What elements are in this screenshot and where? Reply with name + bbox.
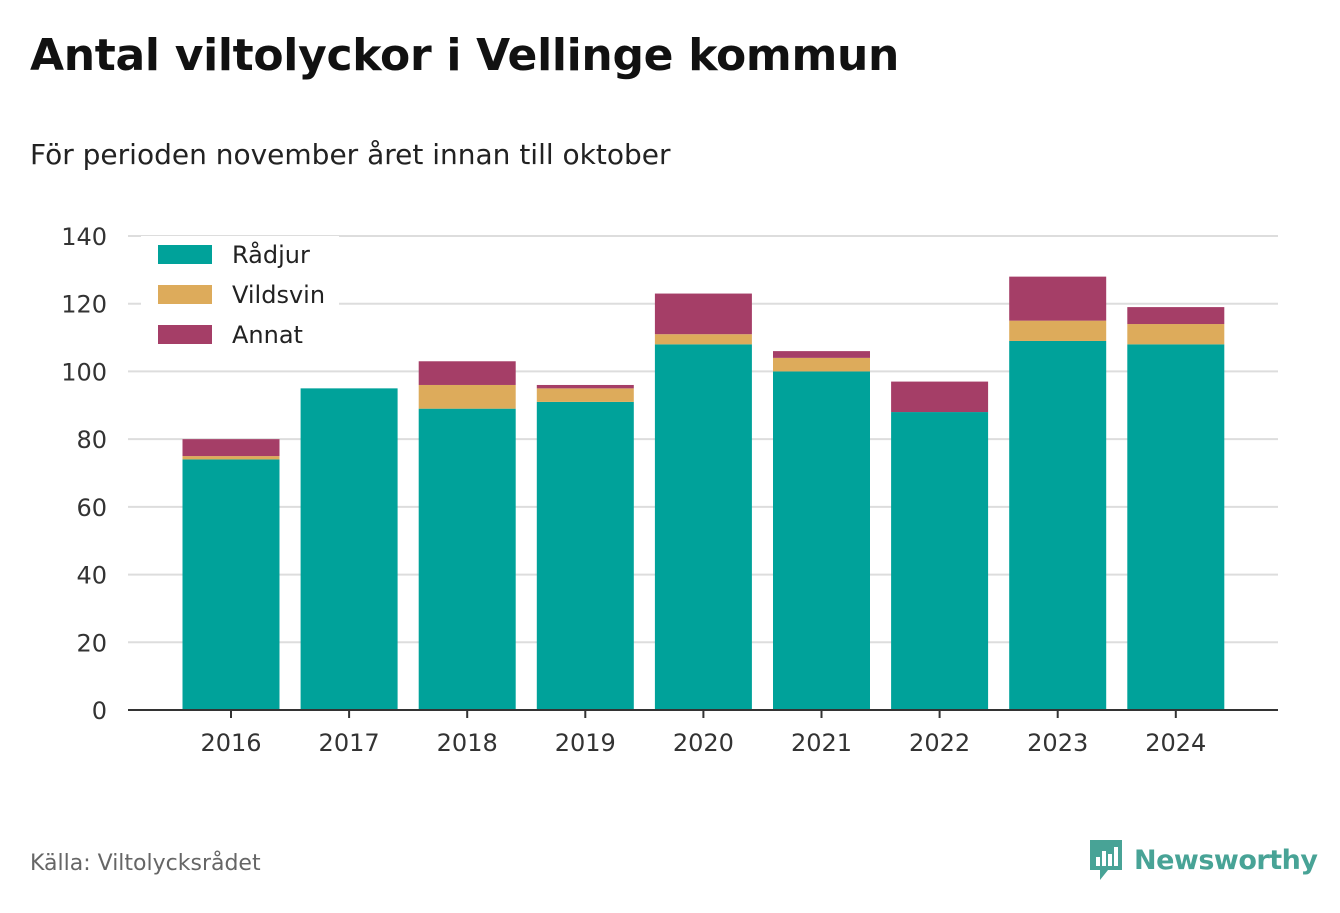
x-tick-label: 2018 [437, 729, 498, 757]
y-tick-label: 120 [61, 291, 107, 319]
source-note: Källa: Viltolycksrådet [30, 851, 261, 876]
y-tick-label: 100 [61, 358, 107, 386]
y-tick-label: 60 [76, 494, 107, 522]
bar-2016-vildsvin [182, 456, 280, 460]
x-tick-label: 2021 [791, 729, 852, 757]
bar-2022-radjur [891, 412, 989, 710]
x-tick-label: 2020 [673, 729, 734, 757]
newsworthy-logo-icon [1090, 840, 1122, 880]
bar-2023-annat [1009, 276, 1107, 321]
legend-swatch-annat [158, 325, 212, 344]
bar-2021-annat [773, 351, 870, 358]
x-tick-label: 2023 [1027, 729, 1088, 757]
bar-2023-radjur [1009, 340, 1107, 710]
y-tick-label: 40 [76, 562, 107, 590]
newsworthy-logo-text: Newsworthy [1134, 844, 1318, 876]
x-tick-label: 2024 [1145, 729, 1206, 757]
y-tick-label: 0 [92, 697, 107, 725]
x-tick-label: 2017 [319, 729, 380, 757]
bar-2020-vildsvin [654, 334, 752, 345]
bar-2019-vildsvin [536, 388, 634, 402]
y-tick-label: 20 [76, 629, 107, 657]
legend-label: Vildsvin [232, 281, 325, 309]
chart-subtitle: För perioden november året innan till ok… [30, 138, 671, 171]
bar-2016-annat [182, 439, 280, 457]
x-tick-label: 2019 [555, 729, 616, 757]
bar-2019-radjur [536, 401, 634, 710]
bars [182, 276, 1225, 710]
bar-2021-radjur [773, 371, 870, 710]
x-tick-label: 2022 [909, 729, 970, 757]
bar-2018-annat [418, 361, 516, 385]
x-tick-label: 2016 [200, 729, 261, 757]
bar-2017-radjur [300, 388, 398, 710]
bar-2018-vildsvin [418, 384, 516, 409]
bar-2018-radjur [418, 408, 516, 710]
bar-2016-radjur [182, 459, 280, 710]
bar-2024-annat [1127, 307, 1225, 325]
bar-2020-annat [654, 293, 752, 335]
legend-label: Annat [232, 321, 303, 349]
bar-2024-vildsvin [1127, 324, 1225, 345]
legend: Rådjur Vildsvin Annat [141, 236, 339, 356]
legend-label: Rådjur [232, 240, 310, 269]
y-tick-label: 80 [76, 426, 107, 454]
bar-2024-radjur [1127, 344, 1225, 710]
axes: 0 20 40 60 80 100 120 140 2016 2017 2018 2019 2020 20… [61, 223, 1278, 757]
bar-2021-vildsvin [773, 357, 870, 372]
bar-2022-annat [891, 381, 989, 413]
newsworthy-logo: Newsworthy [1088, 838, 1318, 882]
y-tick-label: 140 [61, 223, 107, 251]
legend-swatch-radjur [158, 245, 212, 264]
bar-2023-vildsvin [1009, 320, 1107, 341]
bar-2019-annat [536, 384, 634, 389]
legend-swatch-vildsvin [158, 285, 212, 304]
bar-2020-radjur [654, 344, 752, 710]
chart-title: Antal viltolyckor i Vellinge kommun [30, 30, 900, 81]
